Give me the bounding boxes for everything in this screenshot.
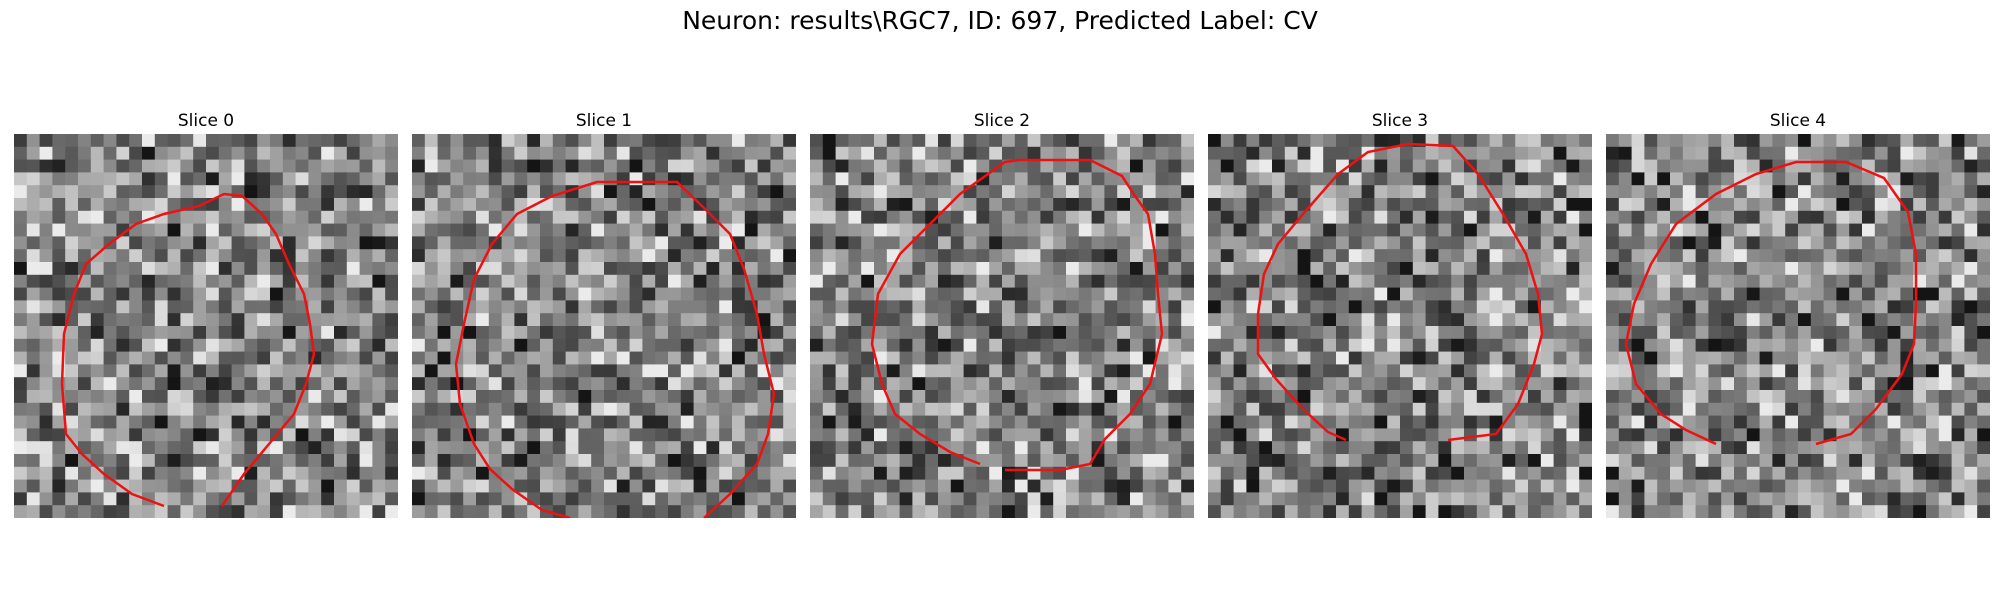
slice-image-4 <box>1606 134 1990 518</box>
slice-image-2 <box>810 134 1194 518</box>
segmentation-contour <box>1256 142 1544 442</box>
slice-panel-2: Slice 2 <box>810 108 1194 518</box>
slice-title-4: Slice 4 <box>1769 111 1827 131</box>
pixel-grid <box>412 134 796 518</box>
slice-title-0: Slice 0 <box>177 111 235 131</box>
slice-panel-3: Slice 3 <box>1208 108 1592 518</box>
slice-title-1: Slice 1 <box>575 111 633 131</box>
pixel-grid <box>14 134 398 518</box>
slice-panel-0: Slice 0 <box>14 108 398 518</box>
slice-title-3: Slice 3 <box>1371 111 1429 131</box>
pixel-grid <box>1606 134 1990 518</box>
slice-image-3 <box>1208 134 1592 518</box>
slice-panel-4: Slice 4 <box>1606 108 1990 518</box>
segmentation-contour <box>870 158 1164 472</box>
segmentation-contour <box>454 180 776 518</box>
slice-title-2: Slice 2 <box>973 111 1031 131</box>
pixel-grid <box>810 134 1194 518</box>
slice-panel-1: Slice 1 <box>412 108 796 518</box>
figure-title: Neuron: results\RGC7, ID: 697, Predicted… <box>682 6 1318 35</box>
slice-image-0 <box>14 134 398 518</box>
pixel-grid <box>1208 134 1592 518</box>
slice-image-1 <box>412 134 796 518</box>
segmentation-contour <box>1624 160 1918 446</box>
segmentation-contour <box>60 192 316 508</box>
